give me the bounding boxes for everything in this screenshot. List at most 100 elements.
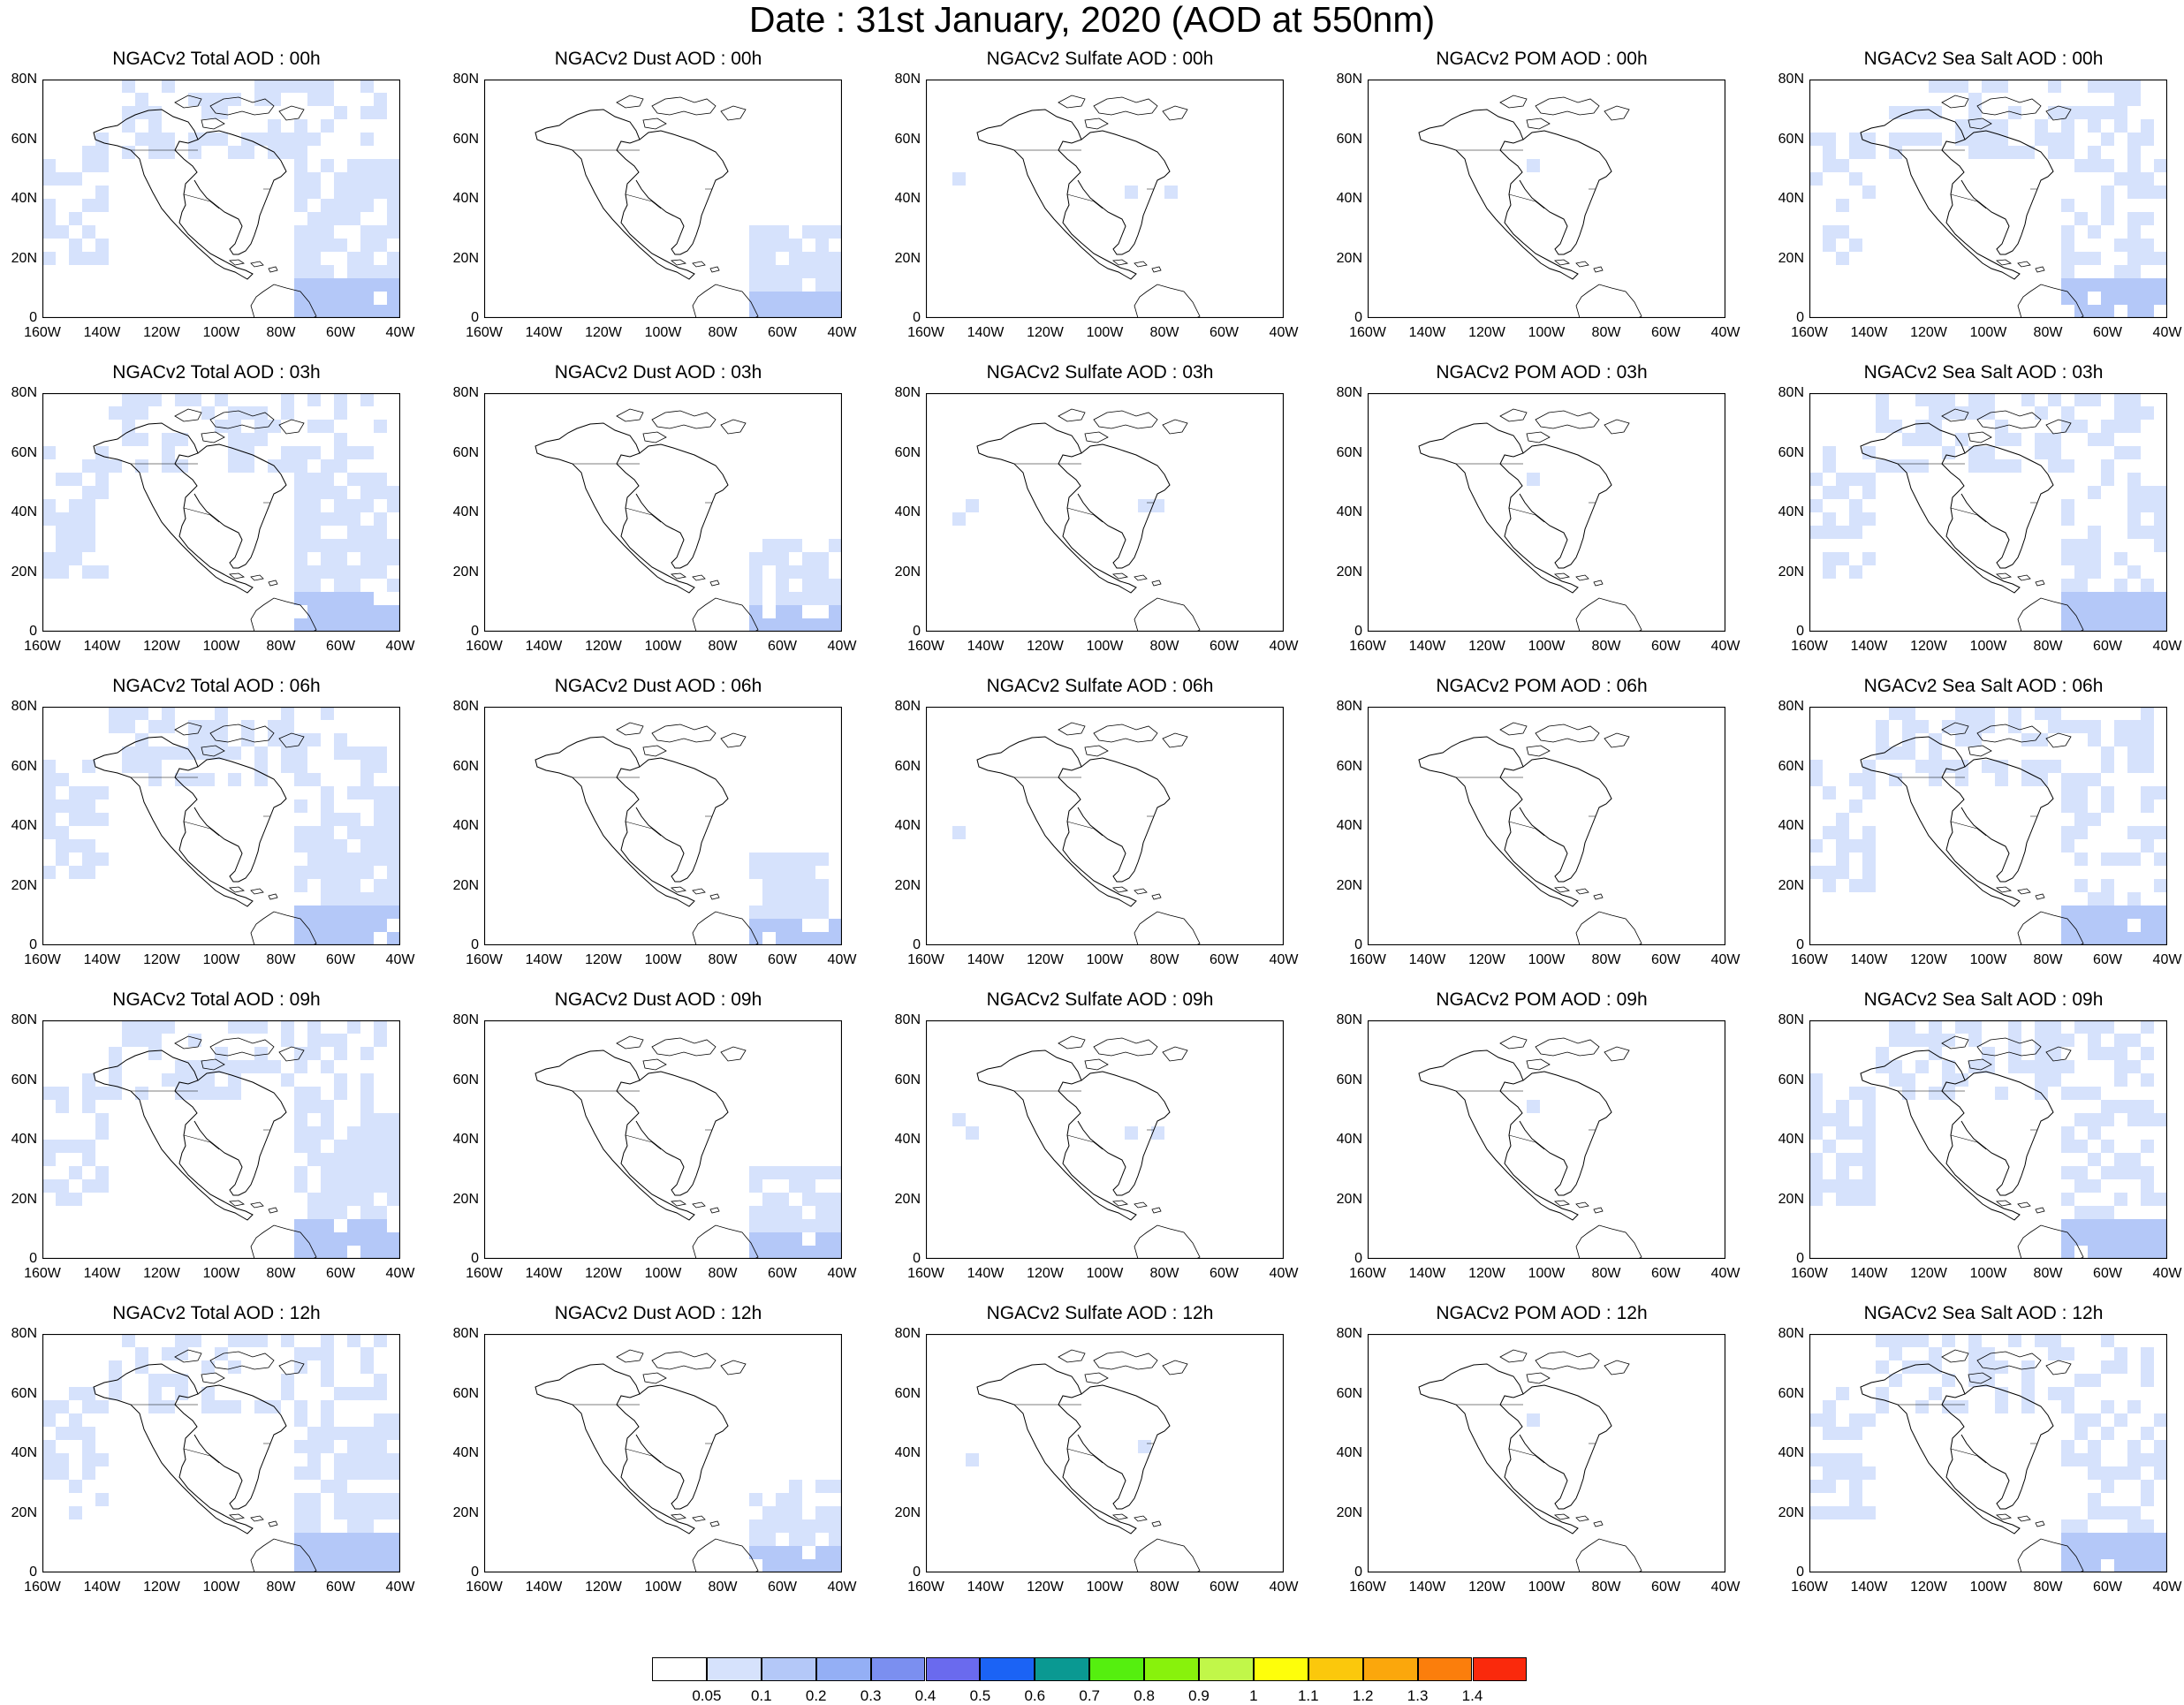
lat-tick-label: 80N xyxy=(1336,72,1362,87)
panel-title: NGACv2 Dust AOD : 12h xyxy=(554,1303,762,1323)
lat-tick-label: 0 xyxy=(913,1251,921,1266)
lon-tick-label: 160W xyxy=(24,639,61,654)
lon-tick-label: 40W xyxy=(385,952,415,967)
caribbean-islands xyxy=(1112,572,1162,587)
lat-tick-label: 20N xyxy=(1778,564,1804,580)
colorbar-label: 0.2 xyxy=(805,1687,827,1704)
lon-tick-label: 140W xyxy=(967,1580,1005,1595)
caribbean-islands xyxy=(1554,1200,1604,1214)
lon-tick-label: 100W xyxy=(1969,952,2007,967)
colorbar-label: 1.4 xyxy=(1461,1687,1483,1704)
lon-tick-label: 120W xyxy=(143,1580,180,1595)
colorbar-label: 1.3 xyxy=(1407,1687,1429,1704)
map-canvas xyxy=(926,707,1284,945)
lat-tick-label: 0 xyxy=(471,310,479,325)
lat-tick-label: 40N xyxy=(11,1445,37,1460)
map-panel: NGACv2 POM AOD : 06h 80N 60N 40N 20N 0 160W 14… xyxy=(1325,676,1758,976)
lon-tick-label: 160W xyxy=(24,1266,61,1281)
lat-tick-label: 40N xyxy=(894,191,921,206)
coastline-east xyxy=(635,1384,729,1510)
lon-tick-label: 100W xyxy=(644,952,682,967)
lat-tick-label: 0 xyxy=(29,310,37,325)
lat-tick-label: 40N xyxy=(452,1132,479,1147)
map-border xyxy=(42,707,400,945)
caribbean-islands xyxy=(229,572,278,587)
lon-tick-label: 140W xyxy=(1408,1266,1446,1281)
lon-tick-label: 100W xyxy=(1086,1580,1124,1595)
lon-tick-label: 100W xyxy=(1086,952,1124,967)
lon-tick-label: 160W xyxy=(1349,325,1386,340)
map-canvas xyxy=(1368,80,1725,318)
lat-tick-label: 80N xyxy=(894,1326,921,1341)
colorbar-label: 0.8 xyxy=(1134,1687,1155,1704)
map-panel: NGACv2 Total AOD : 03h 80N 60N 40N 20N 0 160W… xyxy=(0,362,433,663)
coastline xyxy=(535,1050,695,1221)
lon-tick-label: 80W xyxy=(708,1580,738,1595)
map-border xyxy=(1368,1020,1725,1259)
map-frame xyxy=(484,393,842,632)
lat-tick-label: 0 xyxy=(913,1565,921,1580)
lon-tick-label: 140W xyxy=(83,1266,121,1281)
south-america-coast xyxy=(250,1538,317,1572)
colorbar-label: 1 xyxy=(1249,1687,1258,1704)
lat-tick-label: 40N xyxy=(452,1445,479,1460)
caribbean-islands xyxy=(1996,572,2045,587)
caribbean-islands xyxy=(1996,259,2045,273)
map-panel: NGACv2 Dust AOD : 00h 80N 60N 40N 20N 0 160W 1… xyxy=(442,49,875,349)
aod-fill xyxy=(749,225,842,318)
map-panel: NGACv2 Dust AOD : 12h 80N 60N 40N 20N 0 160W 1… xyxy=(442,1303,875,1603)
coastline xyxy=(1860,1050,2021,1221)
country-borders xyxy=(1898,1404,2037,1464)
caribbean-islands xyxy=(229,1513,278,1527)
coastline xyxy=(535,109,695,280)
lat-tick-label: 60N xyxy=(452,1072,479,1087)
panel-title: NGACv2 Dust AOD : 03h xyxy=(554,362,762,383)
map-canvas xyxy=(926,1334,1284,1572)
south-america-coast xyxy=(1134,597,1201,632)
lat-tick-label: 20N xyxy=(452,564,479,580)
map-frame xyxy=(42,1334,400,1572)
panel-title: NGACv2 Sulfate AOD : 09h xyxy=(986,989,1214,1010)
lon-tick-label: 160W xyxy=(466,1266,503,1281)
lat-tick-label: 0 xyxy=(1796,624,1804,639)
lon-tick-label: 100W xyxy=(202,639,240,654)
map-panel: NGACv2 Dust AOD : 03h 80N 60N 40N 20N 0 160W 1… xyxy=(442,362,875,663)
coastline-east xyxy=(1960,443,2054,569)
lat-tick-label: 0 xyxy=(1354,1565,1362,1580)
lon-tick-label: 140W xyxy=(1850,1266,1888,1281)
lat-tick-label: 80N xyxy=(11,1012,37,1027)
lon-tick-label: 160W xyxy=(907,325,944,340)
lat-tick-label: 0 xyxy=(1354,1251,1362,1266)
lat-tick-label: 20N xyxy=(894,877,921,893)
coastline xyxy=(1418,109,1579,280)
colorbar-swatch xyxy=(980,1657,1035,1681)
lon-tick-label: 80W xyxy=(1591,1580,1621,1595)
country-borders xyxy=(131,777,270,837)
colorbar-swatch xyxy=(706,1657,762,1681)
lat-tick-label: 40N xyxy=(894,818,921,833)
south-america-coast xyxy=(250,1224,317,1259)
map-border xyxy=(1809,707,2167,945)
lon-tick-label: 60W xyxy=(2093,1266,2122,1281)
lat-tick-label: 40N xyxy=(452,191,479,206)
lat-tick-label: 0 xyxy=(29,937,37,952)
figure-title: Date : 31st January, 2020 (AOD at 550nm) xyxy=(748,0,1436,40)
coastline-east xyxy=(1519,1071,1612,1196)
lon-tick-label: 140W xyxy=(525,952,563,967)
lat-tick-label: 60N xyxy=(452,444,479,460)
lon-tick-label: 40W xyxy=(2152,952,2182,967)
arctic-islands xyxy=(1499,408,1630,443)
lon-tick-label: 100W xyxy=(644,1580,682,1595)
south-america-coast xyxy=(1575,1538,1642,1572)
lat-tick-label: 80N xyxy=(894,385,921,400)
lon-tick-label: 60W xyxy=(768,1580,797,1595)
map-canvas xyxy=(926,1020,1284,1259)
lat-tick-label: 40N xyxy=(1778,1132,1804,1147)
lon-tick-label: 40W xyxy=(827,952,857,967)
lon-tick-label: 140W xyxy=(1408,325,1446,340)
lat-tick-label: 0 xyxy=(471,937,479,952)
colorbar-swatch xyxy=(925,1657,981,1681)
coastline-east xyxy=(1519,443,1612,569)
panel-title: NGACv2 Dust AOD : 06h xyxy=(554,676,762,696)
lat-tick-label: 20N xyxy=(894,1504,921,1520)
